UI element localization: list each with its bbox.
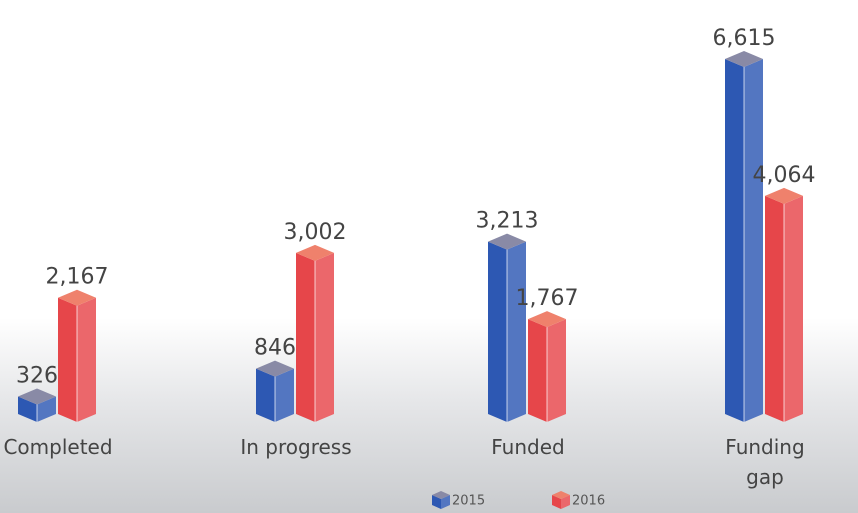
data-label: 3,002 (284, 220, 347, 245)
bar (488, 234, 526, 422)
category-label: Funding gap (720, 432, 810, 492)
data-label: 6,615 (713, 26, 776, 51)
bar (765, 188, 803, 422)
bar (18, 389, 56, 422)
data-label: 4,064 (753, 163, 816, 188)
bar-face-right (744, 59, 763, 422)
data-label: 846 (254, 336, 296, 361)
data-label: 326 (16, 364, 58, 389)
bar-face-left (488, 242, 507, 422)
bar-face-right (784, 196, 803, 422)
bar-face-right (275, 369, 294, 422)
bar (725, 51, 763, 422)
bar (58, 290, 96, 422)
data-label: 1,767 (516, 286, 579, 311)
bar-face-left (58, 298, 77, 422)
bar-face-left (765, 196, 784, 422)
bar-face-left (296, 253, 315, 422)
legend-icon (432, 491, 450, 509)
bar (528, 311, 566, 422)
legend-label: 2016 (572, 494, 605, 509)
data-label: 3,213 (476, 209, 539, 234)
legend-icon (552, 491, 570, 509)
legend-label: 2015 (452, 494, 485, 509)
data-label: 2,167 (46, 265, 109, 290)
category-label: Funded (458, 432, 598, 462)
bar-face-right (77, 298, 96, 422)
bar-face-right (507, 242, 526, 422)
bar-face-right (315, 253, 334, 422)
category-label: In progress (226, 432, 366, 462)
bar-face-left (256, 369, 275, 422)
chart: 326 2,167 846 3,002 3,213 1,767 6,615 4,064 2015… (0, 0, 858, 513)
bar (296, 245, 334, 422)
bar-face-right (547, 319, 566, 422)
bar-face-left (725, 59, 744, 422)
bar-face-left (528, 319, 547, 422)
category-label: Completed (0, 432, 128, 462)
bar (256, 361, 294, 422)
